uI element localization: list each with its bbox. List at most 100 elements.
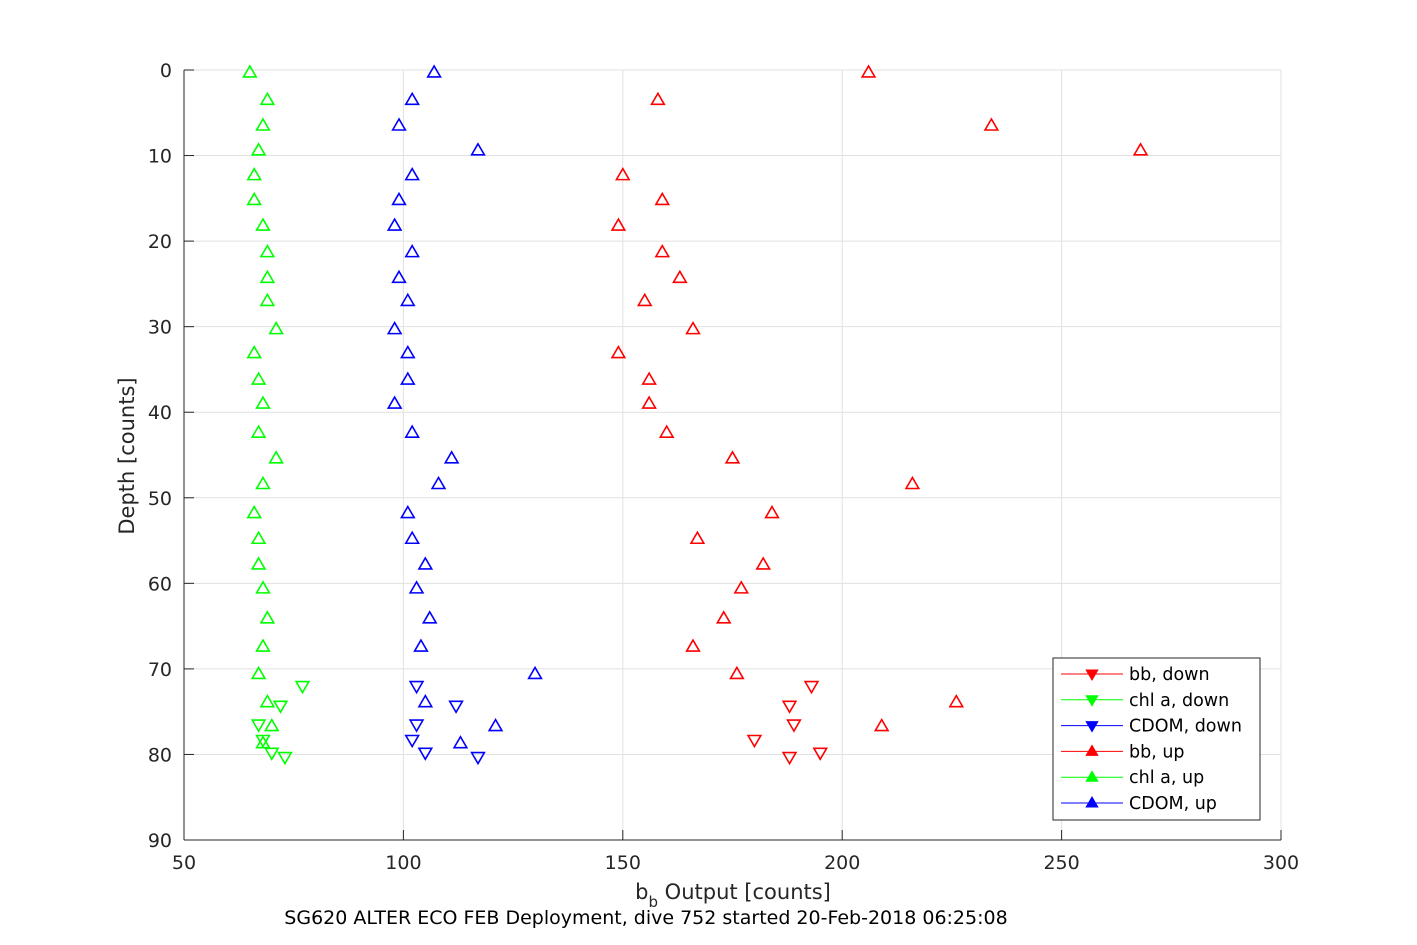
data-point bbox=[404, 424, 420, 438]
data-point bbox=[250, 556, 267, 570]
y-axis-label: Depth [counts] bbox=[115, 377, 139, 534]
x-tick-labels: 50 100 150 200 250 300 bbox=[172, 852, 1299, 874]
data-point bbox=[733, 580, 750, 594]
data-point bbox=[443, 450, 460, 464]
data-point bbox=[658, 424, 675, 438]
data-point bbox=[255, 580, 271, 594]
legend-marker bbox=[1085, 721, 1099, 733]
x-tick-label: 50 bbox=[172, 852, 196, 874]
data-point bbox=[250, 719, 267, 733]
data-point bbox=[685, 321, 701, 335]
data-point bbox=[610, 344, 627, 359]
legend: bb, down chl a, down CDOM, down bb, up chl a… bbox=[1052, 657, 1261, 821]
legend-label: CDOM, up bbox=[1129, 794, 1217, 814]
data-point bbox=[812, 747, 829, 761]
data-point bbox=[764, 504, 780, 519]
data-point bbox=[391, 117, 407, 131]
series-chl-a-up bbox=[242, 64, 284, 749]
data-point bbox=[860, 64, 877, 78]
data-point bbox=[255, 475, 271, 490]
y-tick-label: 70 bbox=[148, 659, 172, 681]
data-point bbox=[400, 292, 416, 307]
legend-label: bb, up bbox=[1129, 742, 1185, 762]
data-point bbox=[413, 638, 429, 652]
data-point bbox=[641, 395, 657, 409]
axes-frame bbox=[183, 69, 1282, 841]
data-point bbox=[417, 556, 434, 570]
data-point bbox=[255, 117, 271, 131]
data-point bbox=[404, 91, 420, 106]
data-point bbox=[641, 371, 657, 385]
data-point bbox=[672, 269, 688, 284]
data-point bbox=[430, 475, 447, 490]
data-point bbox=[487, 718, 504, 732]
x-tick-label: 150 bbox=[605, 852, 641, 874]
data-point bbox=[250, 371, 267, 385]
legend-label: chl a, down bbox=[1129, 691, 1229, 711]
series-bb-up bbox=[610, 64, 1149, 732]
data-point bbox=[448, 700, 464, 714]
data-point bbox=[904, 475, 921, 490]
legend-label: CDOM, down bbox=[1129, 717, 1242, 737]
data-point bbox=[259, 610, 276, 624]
y-tick-label: 10 bbox=[148, 146, 172, 168]
data-point bbox=[268, 450, 284, 464]
data-point bbox=[255, 217, 271, 231]
data-point bbox=[250, 530, 267, 545]
data-point bbox=[259, 244, 276, 258]
data-point bbox=[263, 747, 280, 761]
data-point bbox=[246, 504, 262, 519]
legend-marker bbox=[1085, 744, 1099, 756]
data-point bbox=[400, 344, 416, 359]
data-point bbox=[417, 747, 434, 761]
data-point bbox=[246, 167, 262, 181]
data-point bbox=[781, 700, 798, 714]
legend-box bbox=[1052, 657, 1261, 821]
data-point bbox=[259, 694, 276, 708]
data-point bbox=[786, 719, 802, 733]
data-point bbox=[408, 680, 425, 695]
data-point bbox=[724, 450, 741, 464]
data-point bbox=[610, 217, 627, 231]
legend-label: chl a, up bbox=[1129, 768, 1204, 788]
y-tick-label: 60 bbox=[148, 573, 172, 595]
data-point bbox=[255, 735, 271, 749]
data-point bbox=[426, 64, 442, 78]
legend-marker bbox=[1085, 796, 1099, 808]
y-tick-labels: 0 10 20 30 40 50 60 70 80 90 bbox=[148, 60, 172, 852]
data-point bbox=[408, 580, 425, 594]
data-point bbox=[421, 610, 438, 624]
data-point bbox=[715, 610, 732, 624]
legend-item: chl a, down bbox=[1061, 691, 1229, 711]
x-tick-label: 300 bbox=[1263, 852, 1299, 874]
data-point bbox=[246, 344, 262, 359]
footer-caption: SG620 ALTER ECO FEB Deployment, dive 752… bbox=[284, 907, 1007, 929]
data-points bbox=[242, 64, 1149, 766]
data-point bbox=[408, 719, 425, 733]
data-point bbox=[689, 530, 706, 545]
legend-item: CDOM, up bbox=[1061, 794, 1217, 814]
data-point bbox=[470, 142, 486, 156]
data-point bbox=[263, 718, 280, 732]
data-point bbox=[268, 321, 284, 335]
data-point bbox=[250, 142, 267, 156]
y-tick-label: 40 bbox=[148, 402, 172, 424]
y-tick-label: 90 bbox=[148, 830, 172, 852]
data-point bbox=[259, 269, 276, 284]
data-point bbox=[250, 424, 267, 438]
data-point bbox=[246, 191, 262, 206]
legend-item: chl a, up bbox=[1061, 768, 1204, 788]
data-point bbox=[417, 694, 434, 708]
x-tick-label: 200 bbox=[824, 852, 860, 874]
data-point bbox=[729, 665, 745, 680]
x-tick-label: 250 bbox=[1043, 852, 1079, 874]
data-point bbox=[746, 734, 763, 749]
legend-marker bbox=[1085, 695, 1099, 707]
data-point bbox=[983, 117, 1000, 131]
legend-item: bb, up bbox=[1061, 742, 1185, 762]
data-point bbox=[1132, 142, 1149, 156]
data-point bbox=[650, 91, 666, 106]
data-point bbox=[259, 91, 276, 106]
data-point bbox=[470, 751, 486, 766]
